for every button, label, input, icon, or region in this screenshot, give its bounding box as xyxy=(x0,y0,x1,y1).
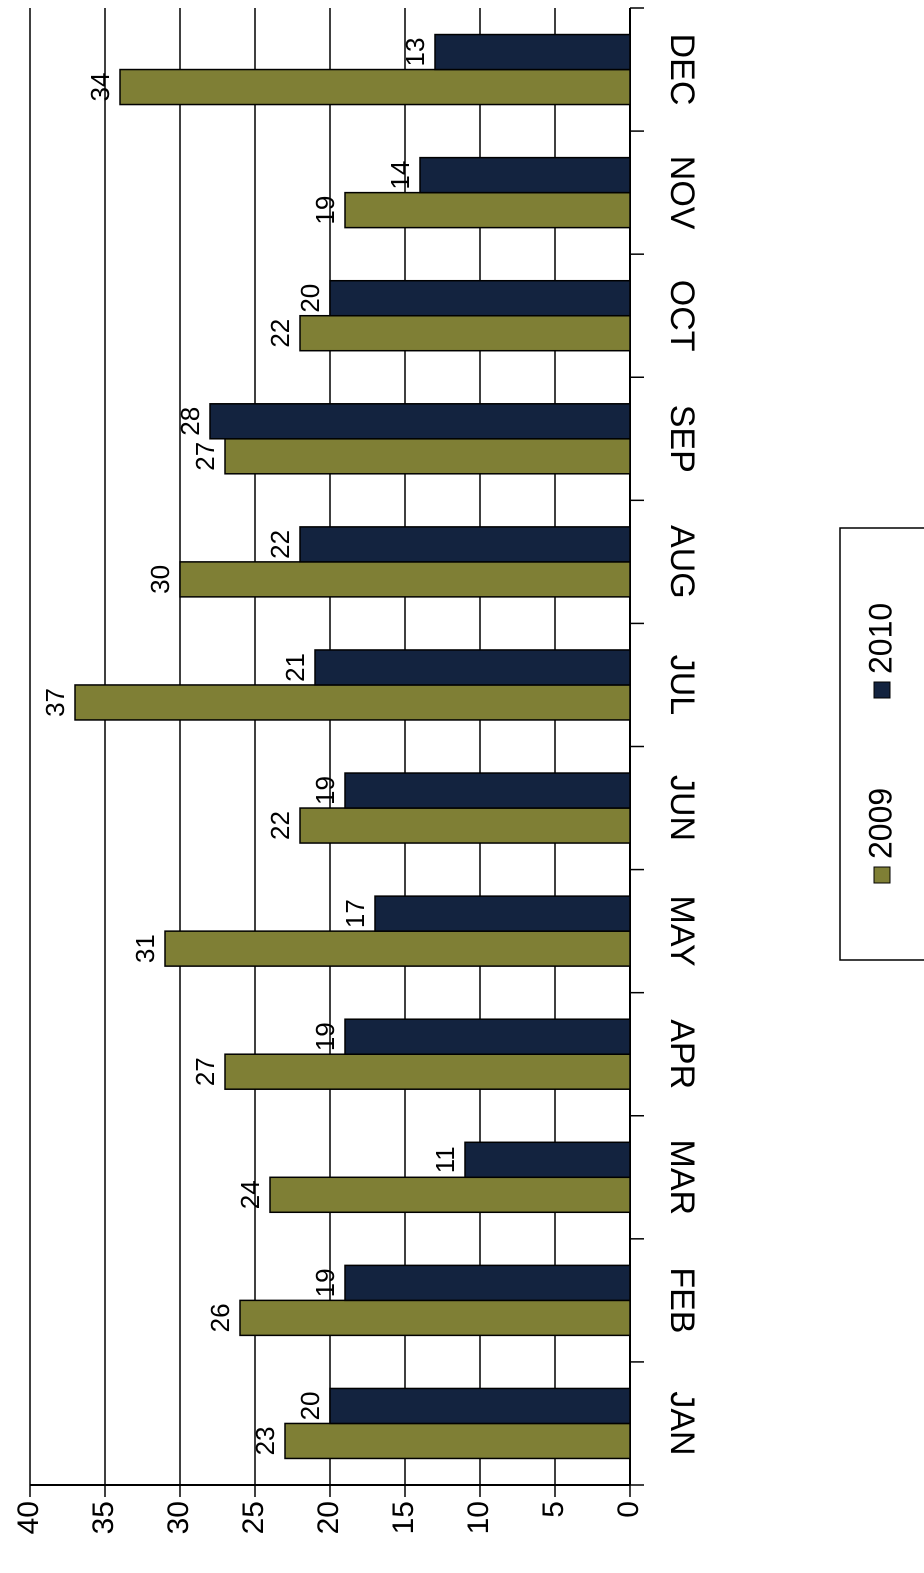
x-tick-label: SEP xyxy=(663,405,701,473)
legend-swatch xyxy=(873,681,891,699)
bar xyxy=(434,33,631,71)
legend-label: 2010 xyxy=(862,603,898,674)
bar xyxy=(284,1422,631,1460)
legend-label: 2009 xyxy=(862,788,898,859)
bar xyxy=(299,807,631,844)
data-label: 28 xyxy=(175,407,205,436)
bar xyxy=(164,930,631,967)
data-label: 14 xyxy=(385,161,415,190)
x-tick-label: APR xyxy=(663,1019,701,1089)
x-tick-label: MAY xyxy=(663,896,701,967)
bar xyxy=(344,191,631,229)
x-tick-label: DEC xyxy=(663,34,701,106)
y-tick-label: 15 xyxy=(387,1501,420,1534)
bar xyxy=(209,403,631,440)
data-label: 22 xyxy=(265,811,295,840)
data-label: 20 xyxy=(295,284,325,313)
bar xyxy=(179,561,631,598)
data-label: 19 xyxy=(310,196,340,225)
bar xyxy=(119,68,631,106)
x-tick-label: JAN xyxy=(663,1391,701,1455)
data-label: 22 xyxy=(265,530,295,559)
bar xyxy=(224,438,631,475)
data-label: 37 xyxy=(40,688,70,717)
bar xyxy=(344,772,631,809)
bar xyxy=(419,156,631,194)
bar xyxy=(344,1018,631,1055)
bar xyxy=(239,1299,631,1337)
bar xyxy=(464,1141,631,1179)
data-label: 34 xyxy=(85,73,115,102)
data-label: 13 xyxy=(400,38,430,67)
bar xyxy=(344,1264,631,1302)
x-tick-label: JUL xyxy=(663,655,701,715)
x-tick-label: FEB xyxy=(663,1267,701,1333)
bar xyxy=(374,895,631,932)
data-label: 17 xyxy=(340,899,370,928)
y-tick-label: 35 xyxy=(87,1501,120,1534)
bar xyxy=(329,279,631,317)
data-label: 26 xyxy=(205,1303,235,1332)
legend-swatch xyxy=(873,866,891,884)
y-tick-label: 10 xyxy=(462,1501,495,1534)
x-tick-label: NOV xyxy=(663,156,701,230)
data-label: 20 xyxy=(295,1391,325,1420)
bar xyxy=(299,314,631,352)
data-label: 31 xyxy=(130,934,160,963)
data-label: 19 xyxy=(310,776,340,805)
y-tick-label: 40 xyxy=(12,1501,45,1534)
data-label: 19 xyxy=(310,1268,340,1297)
data-label: 22 xyxy=(265,319,295,348)
y-tick-label: 25 xyxy=(237,1501,270,1534)
x-tick-label: AUG xyxy=(663,525,701,599)
data-label: 21 xyxy=(280,653,310,682)
x-tick-label: MAR xyxy=(663,1140,701,1216)
data-label: 27 xyxy=(190,1057,220,1086)
rotated-chart: 0 5 10 15 20 25 30 35 40 JAN 23 20 FEB 26 19 MAR 24 11 APR… xyxy=(12,7,924,1534)
bar xyxy=(329,1387,631,1425)
data-label: 30 xyxy=(145,565,175,594)
y-tick-label: 0 xyxy=(612,1501,645,1518)
bar xyxy=(224,1053,631,1090)
data-label: 23 xyxy=(250,1426,280,1455)
x-tick-label: OCT xyxy=(663,280,701,352)
y-tick-label: 20 xyxy=(312,1501,345,1534)
bar xyxy=(269,1176,631,1214)
data-label: 11 xyxy=(430,1146,460,1173)
bar xyxy=(314,649,631,686)
x-tick-label: JUN xyxy=(663,775,701,841)
legend-box xyxy=(839,527,924,961)
y-tick-label: 5 xyxy=(537,1501,570,1518)
data-label: 24 xyxy=(235,1180,265,1209)
bar xyxy=(74,684,631,721)
bar xyxy=(299,526,631,563)
data-label: 27 xyxy=(190,442,220,471)
y-tick-label: 30 xyxy=(162,1501,195,1534)
data-label: 19 xyxy=(310,1022,340,1051)
